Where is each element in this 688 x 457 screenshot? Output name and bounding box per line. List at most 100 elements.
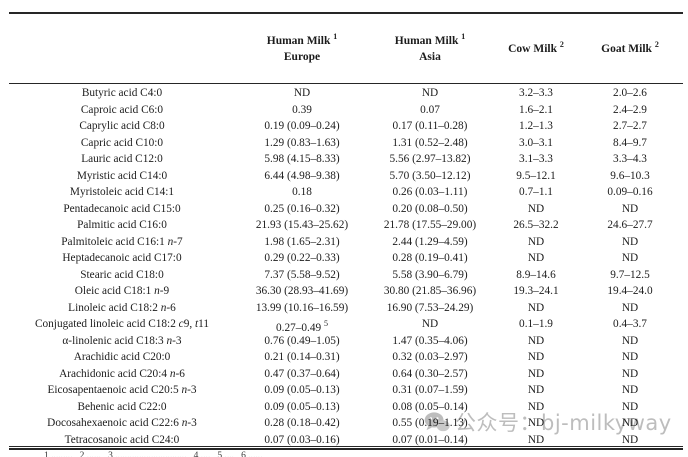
value-human-milk-europe: 21.93 (15.43–25.62) xyxy=(255,219,349,231)
value-human-milk-europe: 1.29 (0.83–1.63) xyxy=(264,136,340,149)
value-human-milk-asia: 5.58 (3.90–6.79) xyxy=(392,268,468,281)
value-goat-milk: ND xyxy=(621,235,639,248)
value-goat-milk: 0.09–0.16 xyxy=(607,186,653,198)
value-cow-milk: ND xyxy=(527,334,545,347)
table-row: Caproic acid C6:0 0.39 0.07 1.6–2.1 2.4–… xyxy=(0,102,688,119)
table-row: Arachidic acid C20:0 0.21 (0.14–0.31) 0.… xyxy=(0,349,688,366)
table-row: Myristic acid C14:0 6.44 (4.98–9.38) 5.7… xyxy=(0,168,688,185)
table-row: Eicosapentaenoic acid C20:5 n-3 0.09 (0.… xyxy=(0,382,688,399)
table-row: Capric acid C10:0 1.29 (0.83–1.63) 1.31 … xyxy=(0,135,688,152)
column-title: Human Milk 1 xyxy=(266,31,338,47)
value-goat-milk: ND xyxy=(621,384,639,396)
value-human-milk-europe: 0.47 (0.37–0.64) xyxy=(264,367,340,380)
row-label: Linoleic acid C18:2 n-6 xyxy=(68,301,176,314)
value-human-milk-asia: 2.44 (1.29–4.59) xyxy=(392,235,468,248)
value-goat-milk: ND xyxy=(621,400,639,413)
row-label: Lauric acid C12:0 xyxy=(81,153,163,165)
value-cow-milk: ND xyxy=(527,417,545,429)
value-cow-milk: ND xyxy=(527,301,545,314)
value-human-milk-asia: 1.47 (0.35–4.06) xyxy=(392,334,468,347)
cropped-footnote-fragment: 1 ......... 2 ...... 3 .................… xyxy=(44,451,263,457)
value-goat-milk: 3.3–4.3 xyxy=(613,153,647,165)
value-cow-milk: 0.7–1.1 xyxy=(519,186,553,198)
row-label: Palmitoleic acid C16:1 n-7 xyxy=(61,235,183,248)
table-row: Butyric acid C4:0 ND ND 3.2–3.3 2.0–2.6 xyxy=(0,85,688,102)
value-human-milk-europe: 6.44 (4.98–9.38) xyxy=(264,169,340,182)
wechat-icon xyxy=(424,411,450,431)
header-cow-milk: Cow Milk 2 xyxy=(500,14,572,83)
table-row: Docosahexaenoic acid C22:6 n-3 0.28 (0.1… xyxy=(0,415,688,432)
table-row: Tetracosanoic acid C24:0 0.07 (0.03–0.16… xyxy=(0,432,688,449)
value-goat-milk: ND xyxy=(621,334,639,347)
value-cow-milk: 8.9–14.6 xyxy=(516,268,556,281)
table-row: Lauric acid C12:0 5.98 (4.15–8.33) 5.56 … xyxy=(0,151,688,168)
value-human-milk-europe: 7.37 (5.58–9.52) xyxy=(264,268,340,281)
value-human-milk-europe: 0.76 (0.49–1.05) xyxy=(264,334,340,347)
row-label: α-linolenic acid C18:3 n-3 xyxy=(62,334,182,347)
value-human-milk-asia: 0.20 (0.08–0.50) xyxy=(392,202,468,215)
header-human-milk-asia: Human Milk 1 Asia xyxy=(360,14,500,83)
table-row: Conjugated linoleic acid C18:2 c9, t11 0… xyxy=(0,316,688,334)
value-cow-milk: 9.5–12.1 xyxy=(516,169,556,182)
value-human-milk-europe: 5.98 (4.15–8.33) xyxy=(264,153,340,165)
table-row: Oleic acid C18:1 n-9 36.30 (28.93–41.69)… xyxy=(0,283,688,300)
table-row: Linoleic acid C18:2 n-6 13.99 (10.16–16.… xyxy=(0,300,688,317)
table-row: Palmitic acid C16:0 21.93 (15.43–25.62) … xyxy=(0,217,688,234)
value-cow-milk: ND xyxy=(527,384,545,396)
value-human-milk-europe: 0.29 (0.22–0.33) xyxy=(264,252,340,264)
row-label: Pentadecanoic acid C15:0 xyxy=(63,202,181,215)
row-label: Palmitic acid C16:0 xyxy=(77,219,167,231)
value-human-milk-asia: 21.78 (17.55–29.00) xyxy=(383,219,477,231)
value-human-milk-europe: 1.98 (1.65–2.31) xyxy=(264,235,340,248)
table-body: Butyric acid C4:0 ND ND 3.2–3.3 2.0–2.6 … xyxy=(0,85,688,448)
value-goat-milk: ND xyxy=(621,351,639,363)
table-header-rule xyxy=(9,83,683,84)
value-human-milk-asia: 0.55 (0.19–1.13) xyxy=(392,417,468,429)
row-label: Caproic acid C6:0 xyxy=(80,103,164,116)
value-cow-milk: 3.2–3.3 xyxy=(519,87,553,99)
value-human-milk-asia: 0.07 xyxy=(420,103,440,116)
value-goat-milk: ND xyxy=(621,252,639,264)
value-human-milk-europe: 0.07 (0.03–0.16) xyxy=(264,433,340,446)
value-human-milk-asia: ND xyxy=(421,87,439,99)
value-human-milk-europe: 36.30 (28.93–41.69) xyxy=(255,285,349,297)
value-cow-milk: 19.3–24.1 xyxy=(513,285,559,297)
column-title: Goat Milk 2 xyxy=(601,39,659,55)
value-cow-milk: ND xyxy=(527,351,545,363)
value-goat-milk: 9.7–12.5 xyxy=(610,268,650,281)
watermark-text: 公众号：bj-milkyway xyxy=(455,411,672,435)
cropped-caption-fragment: ( ), ( ) ( ), ( ) xyxy=(298,0,638,4)
row-label: Stearic acid C18:0 xyxy=(80,268,164,281)
row-label: Caprylic acid C8:0 xyxy=(79,120,165,132)
table-header-row: Human Milk 1 Europe Human Milk 1 Asia Co… xyxy=(0,14,688,83)
value-human-milk-asia: 0.08 (0.05–0.14) xyxy=(392,400,468,413)
column-title: Cow Milk 2 xyxy=(508,39,564,55)
value-human-milk-asia: 0.32 (0.03–2.97) xyxy=(392,351,468,363)
value-goat-milk: 2.7–2.7 xyxy=(613,120,647,132)
header-human-milk-europe: Human Milk 1 Europe xyxy=(244,14,360,83)
value-human-milk-europe: 0.39 xyxy=(292,103,312,116)
value-human-milk-asia: 0.07 (0.01–0.14) xyxy=(392,433,468,446)
value-cow-milk: 1.6–2.1 xyxy=(519,103,553,116)
row-label: Behenic acid C22:0 xyxy=(77,400,167,413)
row-label: Myristoleic acid C14:1 xyxy=(69,186,175,198)
value-human-milk-europe: 0.18 xyxy=(292,186,312,198)
table-top-rule xyxy=(9,12,683,14)
row-label: Oleic acid C18:1 n-9 xyxy=(74,285,170,297)
watermark: 公众号：bj-milkyway xyxy=(424,407,672,437)
table-row: Stearic acid C18:0 7.37 (5.58–9.52) 5.58… xyxy=(0,267,688,284)
column-subtitle: Asia xyxy=(419,50,441,63)
value-cow-milk: 1.2–1.3 xyxy=(519,120,553,132)
row-label: Docosahexaenoic acid C22:6 n-3 xyxy=(47,417,197,429)
table-row: Caprylic acid C8:0 0.19 (0.09–0.24) 0.17… xyxy=(0,118,688,135)
value-goat-milk: ND xyxy=(621,433,639,446)
value-human-milk-europe: 0.25 (0.16–0.32) xyxy=(264,202,340,215)
value-human-milk-europe: 0.09 (0.05–0.13) xyxy=(264,400,340,413)
value-goat-milk: ND xyxy=(621,301,639,314)
table-row: Behenic acid C22:0 0.09 (0.05–0.13) 0.08… xyxy=(0,399,688,416)
value-human-milk-asia: 0.31 (0.07–1.59) xyxy=(392,384,468,396)
value-goat-milk: 8.4–9.7 xyxy=(613,136,647,149)
table-row: Myristoleic acid C14:1 0.18 0.26 (0.03–1… xyxy=(0,184,688,201)
value-goat-milk: ND xyxy=(621,417,639,429)
